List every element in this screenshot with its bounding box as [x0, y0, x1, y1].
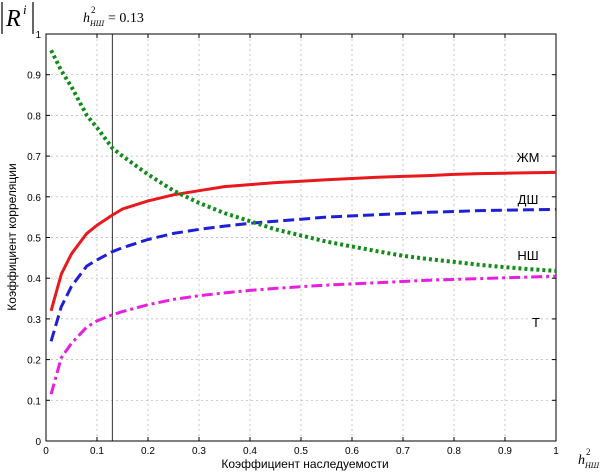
- series-line-ЖМ: [49, 170, 557, 312]
- ticks: 0 0.1 0.2 0.3 0.4 0.5 0.6 0.7 0.8 0.9 1 0 0.1 0.2 0.3 0…: [27, 30, 559, 457]
- y-tick-label: 0.6: [27, 193, 41, 204]
- x-tick-label: 0.9: [498, 446, 512, 457]
- corner-label-sup: i: [23, 2, 27, 17]
- x-tick-label: 0.5: [294, 446, 308, 457]
- annotation-sup: 2: [91, 5, 96, 15]
- y-tick-label: 0: [35, 437, 41, 448]
- y-tick-label: 0.2: [27, 356, 41, 367]
- annotation-base: h: [83, 11, 90, 26]
- annotation-rest: = 0.13: [108, 11, 144, 26]
- y-axis-title: Коэффициент корреляции: [5, 163, 19, 310]
- x-tick-label: 0.3: [192, 446, 206, 457]
- x-tick-label: 0.2: [141, 446, 155, 457]
- x-tick-label: 1: [553, 446, 559, 457]
- x-axis-title: Коэффициент наследуемости: [221, 457, 388, 471]
- x-tick-label: 0.8: [447, 446, 461, 457]
- series-label: ДШ: [518, 192, 539, 207]
- series-labels: ЖМ ДШ НШ Т: [517, 150, 540, 330]
- x-tick-label: 0.4: [243, 446, 257, 457]
- corner-label-base: R: [5, 6, 21, 32]
- y-tick-label: 0.1: [27, 396, 41, 407]
- series-line-ДШ: [49, 207, 557, 342]
- x-axis-symbol-base: h: [578, 453, 585, 468]
- y-tick-label: 0.8: [27, 111, 41, 122]
- y-tick-label: 0.4: [27, 274, 41, 285]
- y-tick-label: 0.9: [27, 71, 41, 82]
- x-tick-label: 0.1: [90, 446, 104, 457]
- corner-label: R i: [1, 2, 34, 34]
- series-lines: [49, 49, 557, 395]
- annotation-label: h 2 НШ = 0.13: [83, 5, 144, 28]
- annotation-sub: НШ: [89, 19, 105, 28]
- y-tick-label: 0.5: [27, 234, 41, 245]
- x-axis-symbol-sup: 2: [586, 447, 591, 457]
- series-label: Т: [532, 315, 540, 330]
- series-line-Т: [49, 274, 557, 395]
- series-label: ЖМ: [517, 150, 540, 165]
- y-tick-label: 0.7: [27, 152, 41, 163]
- x-axis-symbol-sub: НШ: [584, 461, 600, 470]
- y-tick-label: 1: [35, 30, 41, 41]
- y-tick-label: 0.3: [27, 315, 41, 326]
- x-tick-label: 0.6: [345, 446, 359, 457]
- x-tick-label: 0.7: [396, 446, 410, 457]
- x-axis-symbol: h 2 НШ: [578, 447, 600, 470]
- series-label: НШ: [517, 248, 538, 263]
- x-tick-label: 0: [43, 446, 49, 457]
